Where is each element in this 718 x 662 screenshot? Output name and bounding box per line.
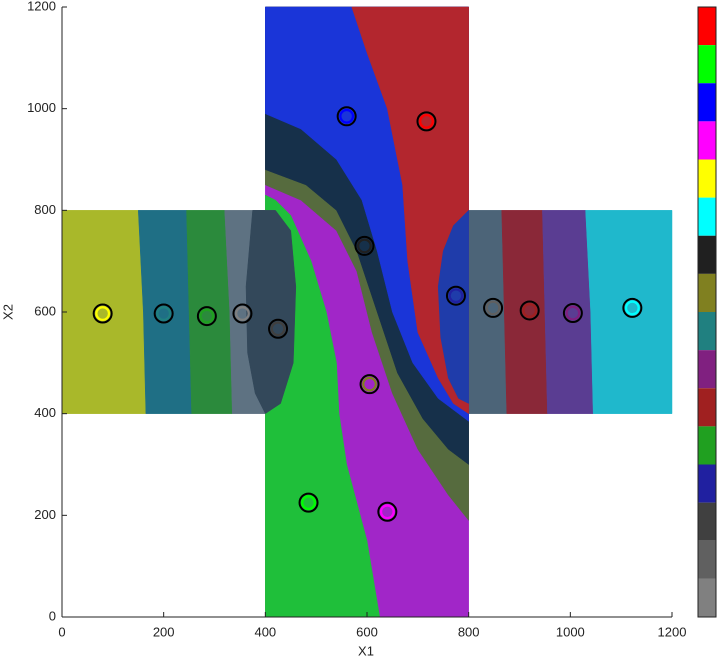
colorbar-cell bbox=[698, 464, 716, 503]
y-axis-label: X2 bbox=[0, 304, 15, 320]
point-outer bbox=[562, 303, 583, 324]
center-point bbox=[359, 374, 380, 395]
center-point bbox=[519, 300, 540, 321]
point-inner bbox=[419, 113, 434, 129]
point-outer bbox=[153, 303, 174, 324]
y-tick-label: 800 bbox=[34, 202, 56, 217]
colorbar-cell bbox=[698, 388, 716, 427]
x-tick-label: 1000 bbox=[556, 624, 585, 639]
colorbar-cell bbox=[698, 159, 716, 198]
colorbar-frame bbox=[697, 6, 717, 618]
y-tick-label: 1200 bbox=[27, 0, 56, 13]
colorbar-cell bbox=[698, 578, 716, 617]
point-inner bbox=[357, 238, 372, 254]
colorbar-cell bbox=[698, 350, 716, 389]
center-point bbox=[336, 106, 357, 127]
x-tick-label: 200 bbox=[153, 624, 175, 639]
point-outer bbox=[268, 318, 289, 339]
colorbar-cell bbox=[698, 502, 716, 541]
center-point bbox=[232, 303, 253, 324]
center-point bbox=[445, 285, 466, 306]
point-inner bbox=[624, 300, 640, 316]
x-tick-label: 800 bbox=[458, 624, 480, 639]
point-inner bbox=[199, 308, 215, 324]
point-inner bbox=[522, 303, 538, 318]
x-tick-label: 600 bbox=[356, 624, 378, 639]
point-inner bbox=[379, 504, 395, 520]
point-outer bbox=[483, 297, 504, 318]
center-point bbox=[622, 297, 643, 318]
point-inner bbox=[339, 108, 355, 124]
region bbox=[542, 210, 594, 414]
x-tick-label: 400 bbox=[254, 624, 276, 639]
x-axis-label: X1 bbox=[358, 643, 374, 658]
point-inner bbox=[156, 306, 172, 321]
point-outer bbox=[354, 235, 375, 256]
y-tick-label: 200 bbox=[34, 507, 56, 522]
center-point bbox=[377, 501, 398, 522]
colorbar-cell bbox=[698, 273, 716, 312]
colorbar-cell bbox=[698, 426, 716, 465]
point-outer bbox=[92, 303, 113, 324]
colorbar-cell bbox=[698, 312, 716, 351]
region bbox=[245, 210, 297, 415]
colorbar-cell bbox=[698, 121, 716, 160]
point-inner bbox=[485, 300, 501, 316]
point-inner bbox=[270, 321, 286, 337]
y-tick-label: 1000 bbox=[27, 100, 56, 115]
center-point bbox=[298, 492, 319, 513]
y-tick-label: 600 bbox=[34, 303, 56, 318]
region bbox=[61, 210, 147, 414]
x-tick-label: 0 bbox=[58, 624, 65, 639]
center-point bbox=[196, 306, 217, 327]
point-outer bbox=[336, 106, 357, 127]
colorbar-cell bbox=[698, 7, 716, 46]
point-outer bbox=[232, 303, 253, 324]
point-inner bbox=[95, 306, 111, 321]
point-outer bbox=[196, 306, 217, 327]
point-inner bbox=[235, 306, 250, 321]
colorbar-cell bbox=[698, 45, 716, 84]
point-inner bbox=[362, 376, 377, 392]
center-point bbox=[562, 303, 583, 324]
colorbar-cell bbox=[698, 83, 716, 122]
point-outer bbox=[622, 297, 643, 318]
x-tick-label: 1200 bbox=[658, 624, 687, 639]
region bbox=[137, 210, 192, 414]
colorbar-cell bbox=[698, 540, 716, 579]
point-inner bbox=[448, 288, 464, 304]
center-point bbox=[483, 297, 504, 318]
point-outer bbox=[519, 300, 540, 321]
region bbox=[437, 209, 469, 404]
center-point bbox=[354, 235, 375, 256]
point-outer bbox=[359, 374, 380, 395]
point-outer bbox=[377, 501, 398, 522]
point-outer bbox=[445, 285, 466, 306]
center-point bbox=[92, 303, 113, 324]
center-point bbox=[416, 111, 437, 132]
point-inner bbox=[301, 495, 316, 511]
point-outer bbox=[416, 111, 437, 132]
point-inner bbox=[565, 305, 581, 321]
center-point bbox=[153, 303, 174, 324]
y-tick-label: 0 bbox=[49, 608, 56, 623]
region bbox=[186, 210, 233, 414]
point-outer bbox=[298, 492, 319, 513]
y-tick-label: 400 bbox=[34, 405, 56, 420]
center-point bbox=[268, 318, 289, 339]
colorbar-cell bbox=[698, 235, 716, 274]
colorbar-cell bbox=[698, 197, 716, 236]
